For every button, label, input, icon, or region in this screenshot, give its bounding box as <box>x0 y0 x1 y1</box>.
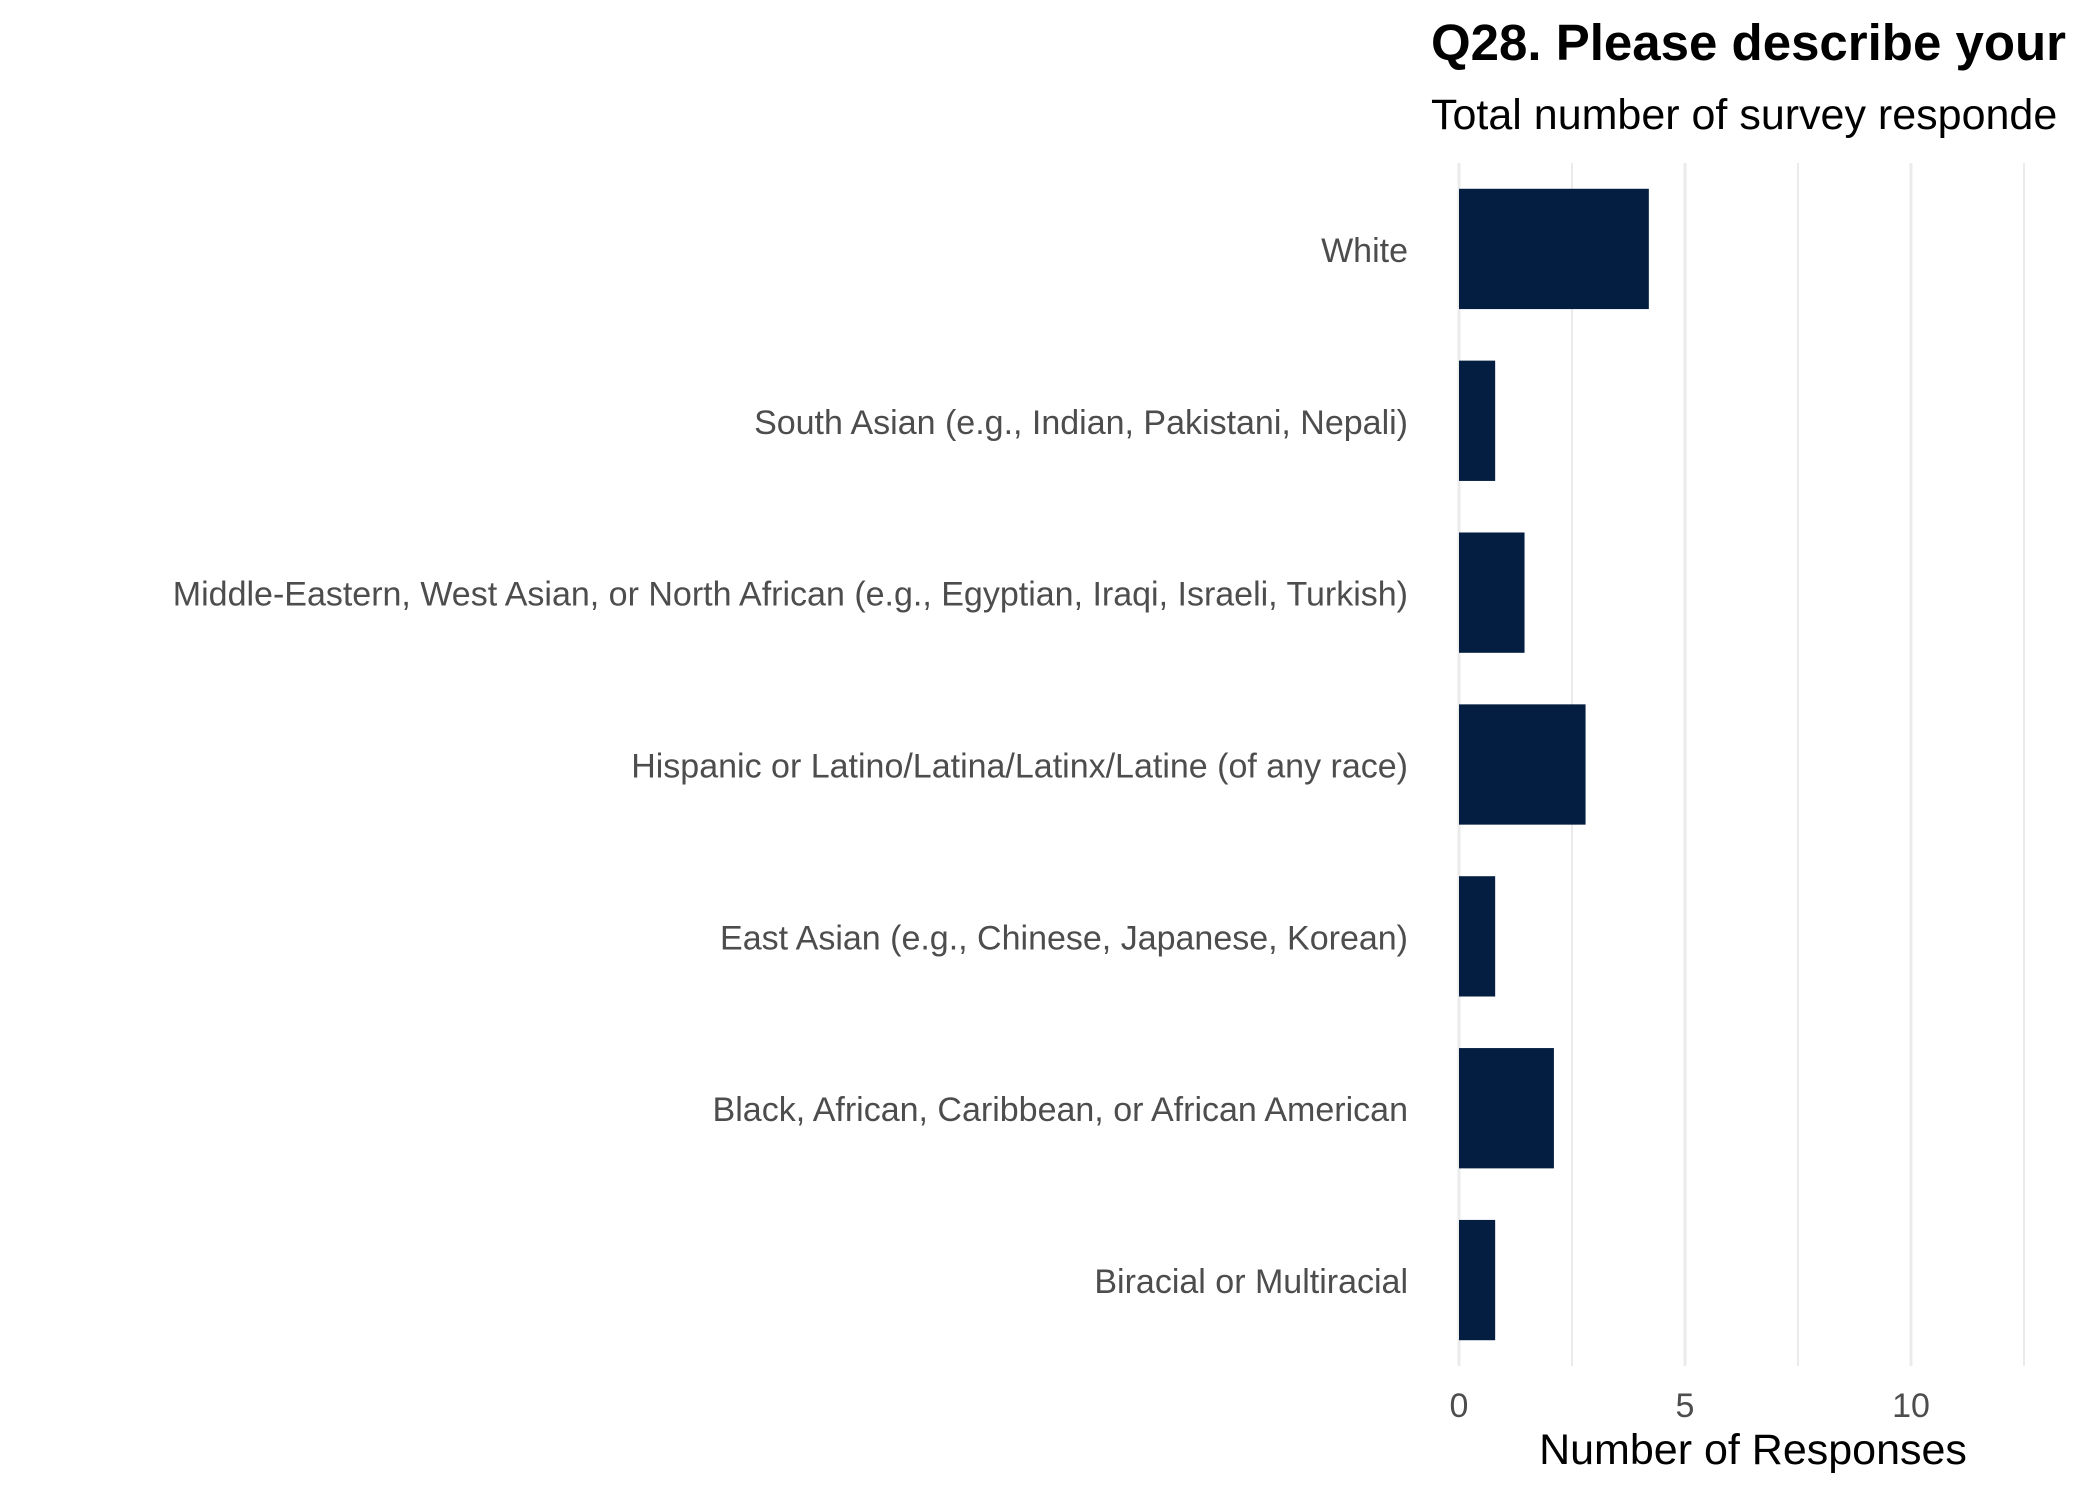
category-label-4: Hispanic or Latino/Latina/Latinx/Latine … <box>631 748 1408 786</box>
x-tick-label-0: 0 <box>1450 1387 1469 1425</box>
bar-6 <box>1459 1048 1554 1169</box>
category-label-7: Biracial or Multiracial <box>1094 1263 1408 1301</box>
chart-subtitle: Total number of survey responde <box>1431 91 2057 139</box>
category-label-3: Middle-Eastern, West Asian, or North Afr… <box>173 576 1408 614</box>
category-label-6: Black, African, Caribbean, or African Am… <box>713 1091 1408 1129</box>
bar-5 <box>1459 876 1496 997</box>
x-axis-title: Number of Responses <box>1539 1426 1967 1474</box>
bar-7 <box>1459 1219 1496 1341</box>
category-label-1: White <box>1321 232 1408 270</box>
x-tick-labels: 0 5 10 <box>1450 1387 1930 1425</box>
x-tick-label-10: 10 <box>1892 1387 1930 1425</box>
bar-2 <box>1459 360 1496 481</box>
category-labels: White South Asian (e.g., Indian, Pakistan… <box>173 232 1408 1301</box>
bar-1 <box>1459 188 1649 310</box>
category-label-2: South Asian (e.g., Indian, Pakistani, Ne… <box>754 404 1408 442</box>
bar-4 <box>1459 704 1586 825</box>
category-label-5: East Asian (e.g., Chinese, Japanese, Kor… <box>720 919 1408 957</box>
x-tick-label-5: 5 <box>1676 1387 1695 1425</box>
bars <box>1459 188 1649 1341</box>
bar-3 <box>1459 532 1525 653</box>
chart-title: Q28. Please describe your <box>1431 14 2066 71</box>
